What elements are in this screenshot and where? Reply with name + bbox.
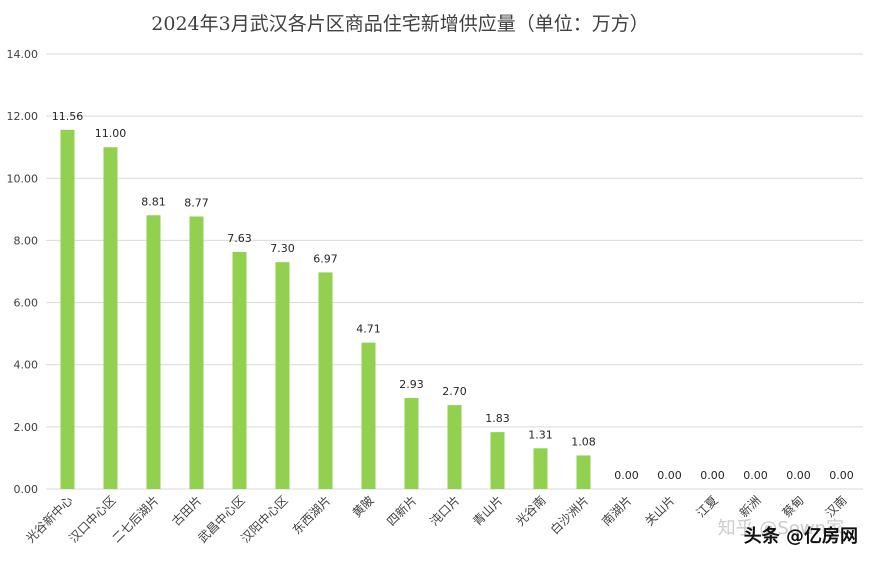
data-labels: 11.56 11.00 8.81 8.77 7.63 7.30 6.97 4.71 2.93 2.…: [52, 110, 854, 482]
data-label: 7.30: [270, 242, 295, 255]
category-label: 古田片: [169, 493, 205, 529]
category-label: 沌口片: [427, 493, 462, 528]
y-tick-label: 8.00: [14, 234, 39, 247]
bar: [361, 342, 376, 489]
bar: [103, 147, 118, 489]
data-label: 0.00: [743, 469, 768, 482]
watermark-faint: 知乎 @Sown家: [717, 518, 844, 539]
bar: [490, 432, 505, 489]
gridlines: [46, 53, 863, 490]
bar: [232, 251, 247, 489]
data-label: 0.00: [829, 469, 854, 482]
category-label: 四新片: [384, 493, 420, 529]
y-tick-label: 14.00: [7, 48, 39, 61]
data-label: 6.97: [313, 252, 338, 265]
bar: [404, 397, 419, 489]
y-tick-label: 2.00: [14, 421, 39, 434]
category-label: 二七后湖片: [109, 493, 162, 546]
bar: [60, 129, 75, 490]
bar: [318, 272, 333, 489]
data-label: 0.00: [700, 469, 725, 482]
bar: [275, 262, 290, 489]
category-label: 汉阳中心区: [238, 493, 291, 546]
data-label: 1.83: [485, 412, 510, 425]
data-label: 0.00: [614, 469, 639, 482]
bar: [146, 215, 161, 489]
y-tick-label: 0.00: [14, 483, 39, 496]
bar: [533, 448, 548, 489]
category-label: 光谷南: [513, 493, 549, 529]
y-tick-label: 4.00: [14, 359, 39, 372]
data-label: 11.56: [52, 110, 84, 123]
bar: [576, 455, 591, 489]
data-label: 11.00: [95, 127, 127, 140]
category-label: 关山片: [642, 493, 677, 528]
category-label: 青山片: [470, 493, 505, 528]
category-label: 南湖片: [599, 493, 635, 529]
data-label: 4.71: [356, 323, 381, 336]
category-label: 东西湖片: [289, 493, 334, 538]
y-tick-label: 10.00: [7, 172, 39, 185]
bars: [60, 129, 591, 490]
data-label: 2.93: [399, 378, 424, 391]
bar: [447, 405, 462, 489]
y-tick-label: 6.00: [14, 297, 39, 310]
chart-title: 2024年3月武汉各片区商品住宅新增供应量（单位：万方）: [151, 13, 648, 35]
data-label: 1.31: [528, 428, 553, 441]
data-label: 0.00: [657, 469, 682, 482]
watermark: 头条 @亿房网: [743, 526, 858, 547]
y-axis: 0.00 2.00 4.00 6.00 8.00 10.00 12.00 14.00: [7, 48, 39, 496]
data-label: 7.63: [227, 232, 252, 245]
category-label: 江夏: [694, 493, 721, 520]
category-label: 黄陂: [349, 493, 377, 521]
data-label: 1.08: [571, 435, 596, 448]
bar: [189, 216, 204, 489]
data-label: 2.70: [442, 385, 467, 398]
category-label: 白沙洲片: [547, 493, 592, 538]
y-tick-label: 12.00: [7, 110, 39, 123]
data-label: 8.81: [141, 195, 166, 208]
data-label: 0.00: [786, 469, 811, 482]
data-label: 8.77: [184, 197, 209, 210]
